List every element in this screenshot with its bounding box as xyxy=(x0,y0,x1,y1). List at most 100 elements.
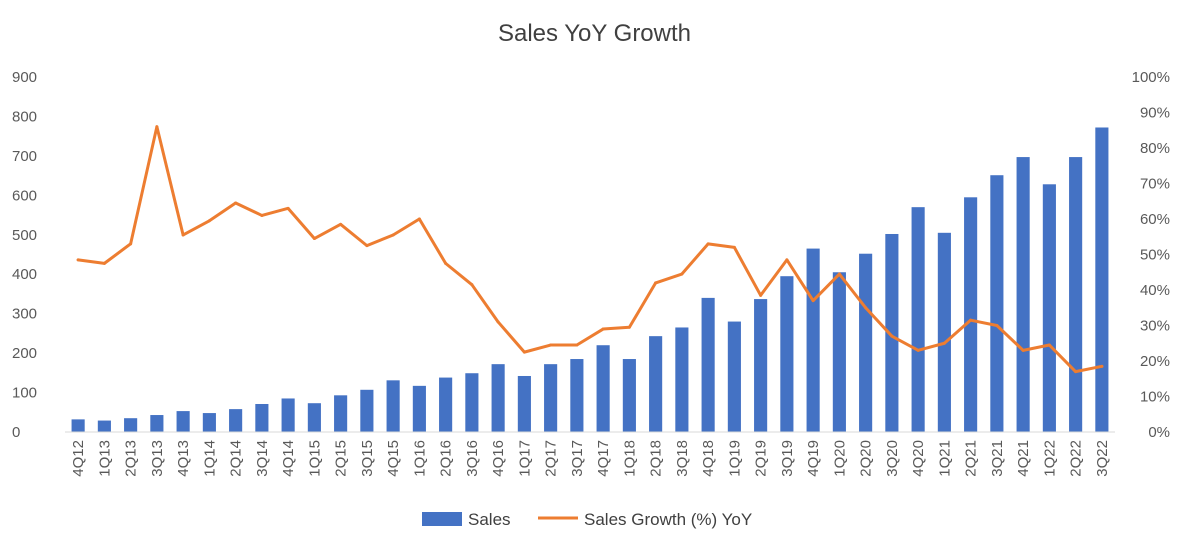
x-tick-label: 4Q18 xyxy=(700,440,717,477)
growth-point xyxy=(759,293,763,297)
y-axis-right: 0% 10% 20% 30% 40% 50% 60% 70% 80% 90% 100% xyxy=(1132,69,1170,441)
sales-bar xyxy=(701,297,715,432)
sales-bar xyxy=(885,233,899,432)
growth-point xyxy=(181,233,185,237)
sales-bar xyxy=(97,420,111,432)
sales-bar xyxy=(307,403,321,432)
growth-point xyxy=(785,258,789,262)
growth-point xyxy=(234,201,238,205)
sales-bar xyxy=(517,375,531,432)
sales-bar xyxy=(255,403,269,432)
x-tick-label: 4Q13 xyxy=(175,440,192,477)
growth-point xyxy=(76,258,80,262)
growth-point xyxy=(864,306,868,310)
x-tick-label: 2Q16 xyxy=(438,440,455,477)
growth-point xyxy=(312,237,316,241)
x-tick-label: 2Q18 xyxy=(648,440,665,477)
growth-point xyxy=(260,213,264,217)
sales-bar xyxy=(1069,157,1083,433)
x-tick-label: 2Q19 xyxy=(753,440,770,477)
growth-point xyxy=(1074,370,1078,374)
growth-point xyxy=(1021,348,1025,352)
sales-bar xyxy=(439,377,453,432)
y-left-tick-label: 200 xyxy=(12,345,37,362)
sales-bar xyxy=(570,359,584,432)
growth-point xyxy=(890,334,894,338)
growth-point xyxy=(444,261,448,265)
x-tick-label: 1Q20 xyxy=(831,440,848,477)
x-tick-label: 1Q21 xyxy=(936,440,953,477)
sales-bar xyxy=(386,380,400,432)
y-left-tick-label: 800 xyxy=(12,108,37,125)
y-right-tick-label: 70% xyxy=(1140,176,1170,193)
x-tick-label: 1Q22 xyxy=(1041,440,1058,477)
sales-bar xyxy=(754,299,768,432)
sales-bar xyxy=(1042,184,1056,432)
sales-bar xyxy=(990,175,1004,432)
x-tick-label: 4Q16 xyxy=(490,440,507,477)
x-tick-label: 4Q12 xyxy=(70,440,87,477)
y-left-tick-label: 300 xyxy=(12,306,37,323)
x-tick-label: 1Q15 xyxy=(306,440,323,477)
y-left-tick-label: 700 xyxy=(12,148,37,165)
sales-bar xyxy=(806,248,820,432)
y-right-tick-label: 90% xyxy=(1140,105,1170,122)
growth-point xyxy=(706,242,710,246)
y-right-tick-label: 10% xyxy=(1140,389,1170,406)
y-left-tick-label: 0 xyxy=(12,424,20,441)
growth-point xyxy=(680,272,684,276)
growth-point xyxy=(470,283,474,287)
x-tick-label: 1Q19 xyxy=(726,440,743,477)
x-tick-label: 2Q22 xyxy=(1068,440,1085,477)
growth-point xyxy=(575,343,579,347)
y-right-tick-label: 30% xyxy=(1140,318,1170,335)
growth-point xyxy=(654,281,658,285)
sales-bar xyxy=(727,321,741,432)
x-tick-label: 1Q16 xyxy=(411,440,428,477)
sales-bars xyxy=(71,127,1109,433)
sales-bar xyxy=(150,415,164,432)
growth-line xyxy=(76,125,1104,374)
growth-point xyxy=(496,320,500,324)
sales-bar xyxy=(937,232,951,432)
legend: Sales Sales Growth (%) YoY xyxy=(422,510,752,529)
x-tick-label: 2Q20 xyxy=(858,440,875,477)
growth-point xyxy=(837,272,841,276)
growth-point xyxy=(627,325,631,329)
x-tick-label: 2Q14 xyxy=(228,440,245,477)
growth-point xyxy=(969,318,973,322)
growth-point xyxy=(995,324,999,327)
x-tick-label: 3Q14 xyxy=(254,440,271,477)
x-tick-label: 1Q17 xyxy=(516,440,533,477)
y-right-tick-label: 40% xyxy=(1140,282,1170,299)
sales-bar xyxy=(596,345,610,432)
y-right-tick-label: 20% xyxy=(1140,353,1170,370)
sales-bar xyxy=(360,389,374,432)
sales-bar xyxy=(964,197,978,432)
x-tick-label: 4Q19 xyxy=(805,440,822,477)
growth-point xyxy=(942,341,946,345)
x-tick-label: 3Q20 xyxy=(884,440,901,477)
legend-label-sales: Sales xyxy=(468,510,511,529)
sales-bar xyxy=(465,373,479,432)
y-left-tick-label: 400 xyxy=(12,266,37,283)
sales-bar xyxy=(176,411,190,432)
x-tick-label: 2Q17 xyxy=(543,440,560,477)
growth-point xyxy=(916,348,920,352)
y-right-tick-label: 100% xyxy=(1132,69,1170,86)
sales-bar xyxy=(202,413,216,432)
sales-bar xyxy=(780,276,794,432)
y-right-tick-label: 50% xyxy=(1140,247,1170,264)
growth-point xyxy=(522,350,526,354)
growth-point xyxy=(601,327,605,331)
x-tick-label: 1Q18 xyxy=(621,440,638,477)
x-tick-label: 3Q17 xyxy=(569,440,586,477)
y-right-tick-label: 80% xyxy=(1140,140,1170,157)
growth-point xyxy=(365,244,369,248)
growth-point xyxy=(1047,343,1051,347)
y-left-tick-label: 900 xyxy=(12,69,37,86)
x-tick-label: 3Q15 xyxy=(359,440,376,477)
y-left-tick-label: 500 xyxy=(12,227,37,244)
growth-point xyxy=(339,222,343,226)
